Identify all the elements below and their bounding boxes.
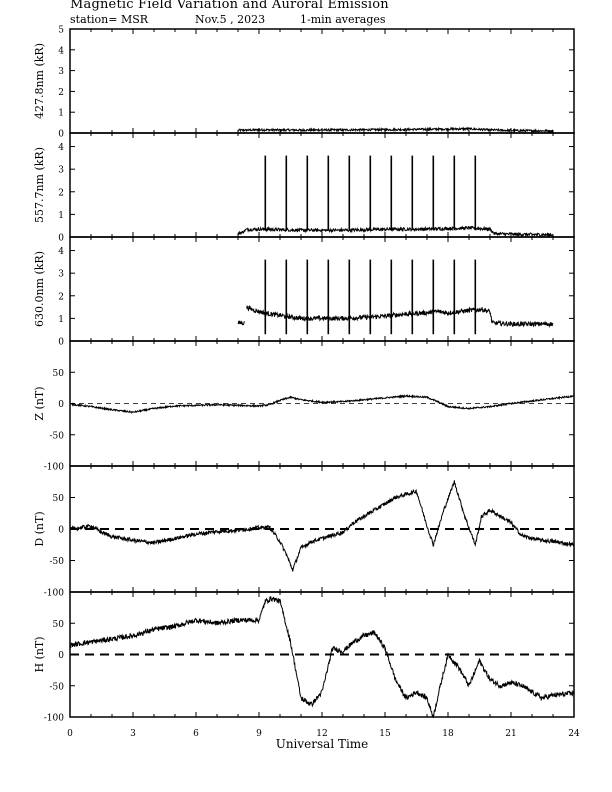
xtick-label: 3 — [130, 729, 136, 739]
pH-panel: -100 -50 0 50 H (nT) — [33, 591, 575, 724]
p4278-series-line — [237, 126, 554, 134]
pZ-ytick-label: -50 — [50, 431, 65, 441]
p6300-ytick-label: 2 — [58, 292, 64, 302]
pZ-ytick-label: 50 — [53, 369, 65, 379]
pD-series-line — [69, 480, 575, 572]
p6300-frame — [69, 236, 575, 342]
p5577-ytick-label: 4 — [58, 143, 64, 153]
p4278-ytick-label: 2 — [58, 88, 64, 98]
x-axis-label: Universal Time — [276, 737, 369, 751]
p4278-ytick-label: 5 — [58, 26, 64, 36]
p6300-ytick-label: 1 — [58, 315, 64, 325]
pZ-ytick-label: 0 — [58, 400, 64, 410]
xtick-label: 9 — [256, 729, 262, 739]
xtick-label: 6 — [193, 729, 199, 739]
xtick-label: 0 — [67, 729, 73, 739]
pH-ytick-label: 0 — [58, 651, 64, 661]
p6300-panel: 0 1 2 3 4 630.0nm (kR) — [33, 236, 575, 348]
p5577-ytick-label: 0 — [58, 234, 64, 244]
pH-ylabel: H (nT) — [33, 636, 46, 672]
xtick-label: 21 — [505, 729, 516, 739]
p4278-frame — [69, 28, 575, 134]
chart-title: Magnetic Field Variation and Auroral Emi… — [70, 0, 389, 12]
pD-panel: -100 -50 0 50 D (nT) — [33, 465, 575, 599]
pZ-panel: -100 -50 0 50 Z (nT) — [33, 340, 575, 473]
pZ-ylabel: Z (nT) — [33, 386, 46, 420]
pD-ytick-label: -100 — [44, 589, 64, 599]
pD-ylabel: D (nT) — [33, 511, 46, 546]
pZ-ytick-label: -100 — [44, 463, 64, 473]
p6300-ytick-label: 4 — [58, 247, 64, 257]
station-label: station= MSR — [70, 13, 149, 26]
pZ-series-line — [69, 393, 575, 414]
pH-ytick-label: -100 — [44, 714, 64, 724]
xtick-label: 12 — [316, 729, 327, 739]
pH-ytick-label: 50 — [53, 620, 65, 630]
pD-ytick-label: 50 — [53, 494, 65, 504]
p4278-ytick-label: 3 — [58, 67, 64, 77]
date-label: Nov.5 , 2023 — [195, 13, 266, 26]
xtick-label: 24 — [568, 729, 580, 739]
p4278-ytick-label: 4 — [58, 46, 64, 56]
p5577-ytick-label: 1 — [58, 211, 64, 221]
pH-ytick-label: -50 — [50, 682, 65, 692]
p5577-ytick-label: 2 — [58, 188, 64, 198]
p6300-ylabel: 630.0nm (kR) — [33, 251, 46, 327]
p5577-series-line — [237, 225, 554, 238]
p4278-ylabel: 427.8nm (kR) — [33, 43, 46, 119]
p5577-ytick-label: 3 — [58, 166, 64, 176]
p6300-ytick-label: 0 — [58, 338, 64, 348]
xtick-label: 18 — [442, 729, 454, 739]
p5577-panel: 0 1 2 3 4 557.7nm (kR) — [33, 132, 575, 244]
p6300-series-line — [245, 304, 554, 329]
averaging-label: 1-min averages — [300, 13, 386, 26]
p5577-frame — [69, 132, 575, 238]
xtick-label: 15 — [379, 729, 391, 739]
pD-ytick-label: -50 — [50, 557, 65, 567]
p5577-ylabel: 557.7nm (kR) — [33, 147, 46, 223]
pD-ytick-label: 0 — [58, 526, 64, 536]
p4278-ytick-label: 0 — [58, 130, 64, 140]
p4278-ytick-label: 1 — [58, 109, 64, 119]
p6300-series-line — [237, 320, 245, 326]
p4278-panel: 0 1 2 3 4 5 427.8nm (kR) — [33, 26, 575, 140]
pH-series-line — [69, 596, 575, 719]
p6300-ytick-label: 3 — [58, 270, 64, 280]
